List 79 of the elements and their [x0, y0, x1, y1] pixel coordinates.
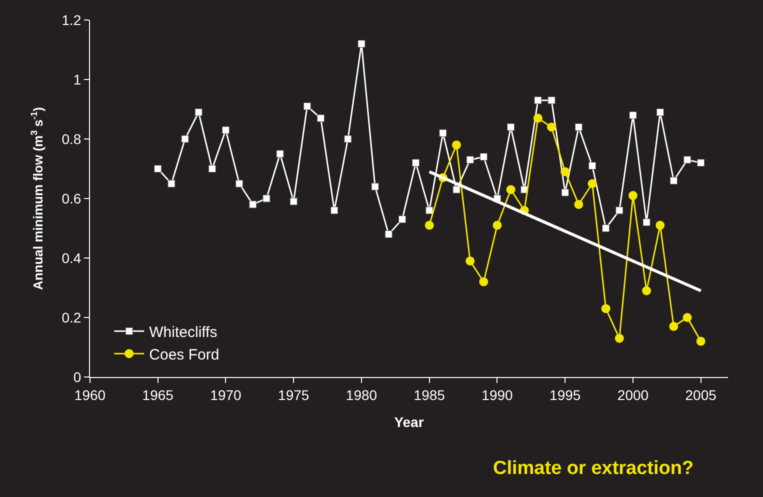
- y-tick-label: 0.8: [62, 130, 82, 147]
- point: [616, 206, 624, 214]
- point: [560, 167, 570, 176]
- point: [344, 135, 352, 143]
- point: [452, 186, 460, 194]
- point: [561, 188, 569, 196]
- point: [208, 165, 216, 172]
- point: [480, 153, 488, 161]
- point: [303, 102, 311, 110]
- point: [236, 180, 244, 188]
- point: [684, 156, 692, 164]
- point: [181, 135, 189, 143]
- point: [670, 176, 678, 184]
- point: [317, 114, 325, 122]
- x-tick-label: 1990: [482, 386, 514, 403]
- point: [479, 277, 488, 286]
- x-tick-label: 1965: [142, 386, 174, 403]
- point: [642, 218, 650, 226]
- point: [330, 206, 338, 214]
- text: Climate or extraction?: [493, 458, 694, 479]
- legend-label: Whitecliffs: [149, 324, 218, 341]
- x-tick-label: 1960: [74, 386, 106, 403]
- y-tick-label: 0.2: [62, 309, 82, 326]
- x-tick-label: 2000: [617, 386, 649, 403]
- point: [290, 198, 298, 206]
- point: [194, 108, 202, 116]
- point: [452, 140, 462, 150]
- point: [682, 313, 692, 322]
- y-tick-label: 1: [73, 71, 82, 88]
- point: [507, 123, 515, 131]
- point: [533, 114, 542, 123]
- point: [466, 256, 475, 266]
- point: [656, 220, 665, 230]
- point: [614, 334, 624, 343]
- point: [696, 336, 706, 346]
- point: [358, 40, 366, 48]
- point: [506, 185, 516, 194]
- x-tick-label: 2005: [685, 386, 717, 403]
- point: [222, 126, 230, 134]
- point: [276, 150, 284, 158]
- x-tick-label: 1970: [210, 386, 242, 403]
- x-tick-label: 1975: [278, 386, 310, 403]
- point: [492, 220, 502, 230]
- point: [384, 230, 392, 238]
- point: [548, 96, 556, 104]
- point: [629, 111, 637, 119]
- y-tick-label: 0: [73, 368, 82, 385]
- point: [412, 159, 420, 167]
- point: [466, 156, 474, 164]
- legend-label: Coes Ford: [149, 346, 220, 364]
- point: [574, 123, 582, 131]
- point: [534, 96, 542, 104]
- point: [628, 191, 638, 200]
- y-tick-label: 0.6: [62, 190, 82, 206]
- y-tick-label: 1.2: [62, 12, 82, 28]
- x-tick-label: 1985: [414, 386, 446, 403]
- point: [574, 200, 584, 209]
- point: [154, 165, 162, 172]
- point: [588, 162, 596, 170]
- point: [588, 179, 597, 188]
- point: [669, 322, 678, 331]
- x-axis-title: Year: [394, 414, 424, 430]
- point: [601, 304, 610, 314]
- point: [439, 129, 447, 137]
- point: [426, 206, 434, 214]
- point: [168, 180, 176, 188]
- x-tick-label: 1995: [550, 386, 581, 403]
- point: [249, 200, 257, 208]
- point: [642, 286, 652, 296]
- point: [602, 224, 610, 232]
- point: [398, 216, 406, 224]
- point: [547, 122, 556, 132]
- x-tick-label: 1980: [346, 386, 378, 403]
- point: [262, 194, 270, 202]
- point: [697, 159, 705, 167]
- point: [656, 108, 664, 116]
- point: [371, 182, 379, 190]
- point: [424, 220, 434, 230]
- y-tick-label: 0.4: [62, 250, 82, 266]
